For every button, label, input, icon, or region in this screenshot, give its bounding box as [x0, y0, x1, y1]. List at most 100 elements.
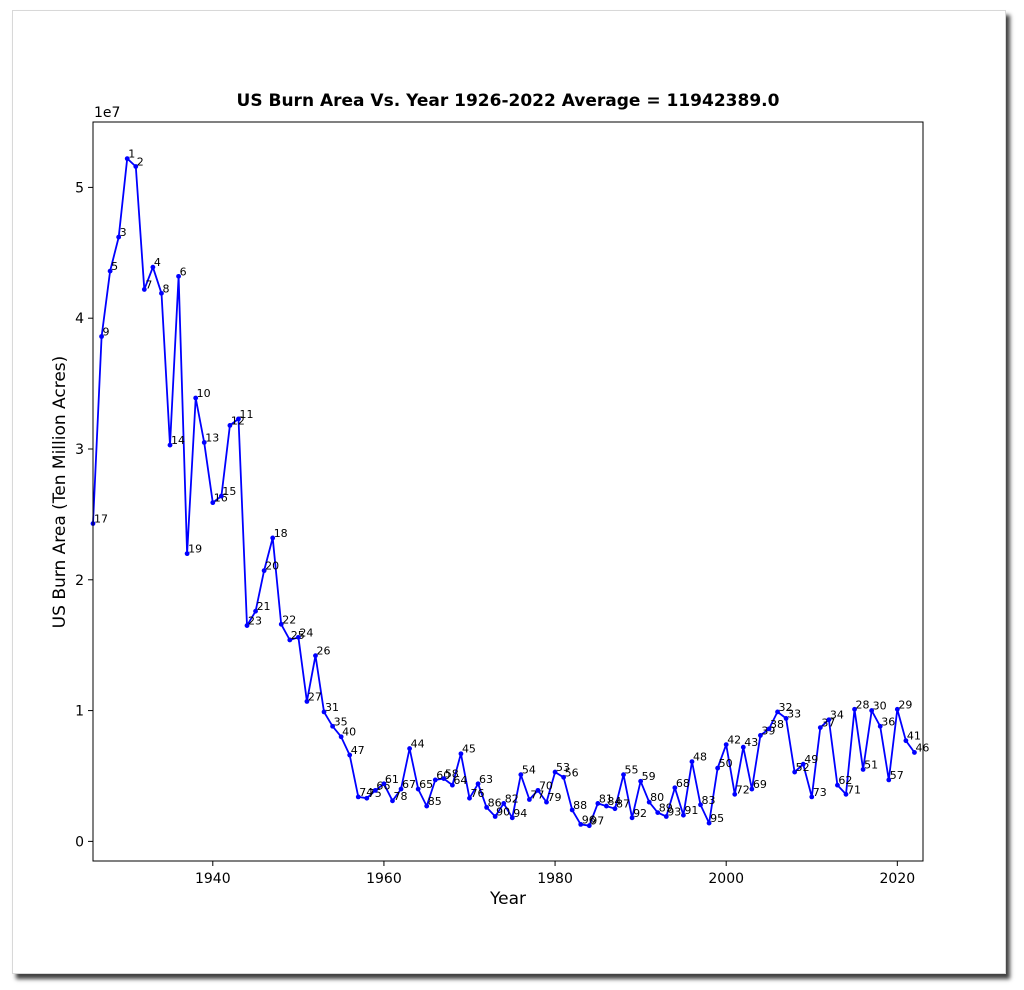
- point-rank-label: 67: [402, 778, 416, 791]
- point-rank-label: 76: [470, 787, 484, 800]
- data-point: [578, 821, 584, 827]
- data-point: [201, 440, 207, 445]
- data-point: [467, 795, 472, 801]
- point-rank-label: 10: [197, 387, 211, 400]
- data-point: [561, 774, 567, 780]
- point-rank-label: 60: [436, 769, 450, 782]
- data-point: [800, 761, 806, 767]
- data-point: [338, 734, 344, 740]
- data-point: [860, 767, 866, 772]
- point-rank-label: 95: [710, 812, 724, 825]
- data-point: [732, 791, 738, 797]
- data-point: [167, 442, 173, 448]
- point-rank-label: 1: [128, 148, 135, 161]
- data-point: [852, 706, 857, 712]
- point-rank-label: 48: [693, 751, 707, 764]
- point-rank-label: 87: [616, 798, 630, 811]
- point-rank-label: 27: [308, 690, 322, 703]
- data-point: [484, 804, 490, 810]
- point-rank-label: 64: [453, 774, 467, 787]
- point-rank-label: 62: [838, 774, 852, 787]
- point-rank-label: 46: [915, 741, 929, 754]
- point-rank-label: 73: [813, 786, 827, 799]
- data-point: [817, 725, 823, 730]
- point-rank-label: 72: [736, 783, 750, 796]
- data-point: [124, 156, 130, 162]
- axes-frame: [92, 121, 924, 862]
- data-point: [159, 290, 164, 296]
- y-tick-label: 1: [75, 704, 84, 720]
- point-rank-label: 58: [445, 768, 459, 781]
- data-point: [869, 708, 875, 713]
- data-point: [304, 699, 310, 704]
- point-rank-label: 47: [351, 744, 365, 757]
- data-point: [809, 794, 815, 800]
- point-rank-label: 9: [103, 326, 110, 339]
- point-rank-label: 59: [642, 770, 656, 783]
- data-point: [398, 786, 404, 792]
- data-point: [261, 568, 267, 574]
- point-rank-label: 49: [804, 753, 818, 766]
- point-rank-label: 37: [821, 717, 835, 730]
- data-point: [646, 799, 652, 805]
- point-rank-label: 54: [522, 764, 536, 777]
- point-rank-label: 61: [385, 773, 399, 786]
- point-rank-label: 71: [847, 783, 861, 796]
- data-point: [441, 776, 447, 781]
- point-rank-label: 14: [171, 434, 185, 447]
- point-rank-label: 96: [582, 813, 596, 826]
- data-point: [740, 744, 746, 750]
- data-point: [723, 742, 729, 747]
- point-rank-label: 92: [633, 807, 647, 820]
- data-point: [663, 814, 669, 819]
- point-rank-label: 74: [359, 786, 373, 799]
- point-rank-label: 52: [796, 761, 810, 774]
- data-point: [321, 709, 327, 715]
- data-point: [278, 621, 284, 627]
- data-point: [381, 781, 387, 787]
- point-rank-label: 34: [830, 709, 844, 722]
- data-point: [595, 801, 601, 806]
- data-point: [766, 726, 772, 732]
- y-tick-label: 0: [75, 834, 84, 850]
- data-point: [287, 637, 293, 643]
- y-tick-label: 5: [75, 180, 84, 196]
- point-rank-label: 29: [898, 698, 912, 711]
- plot-area: 1795312748146191013161512112321201822252…: [90, 148, 929, 829]
- data-point: [604, 803, 609, 809]
- point-rank-label: 85: [428, 795, 442, 808]
- data-point: [612, 806, 618, 812]
- point-rank-label: 8: [162, 282, 169, 295]
- point-rank-label: 42: [727, 734, 741, 747]
- data-point: [355, 794, 361, 800]
- x-axis-label: Year: [489, 889, 526, 909]
- x-tick-label: 2000: [708, 871, 744, 887]
- point-rank-label: 11: [239, 408, 253, 421]
- data-point: [244, 623, 250, 628]
- point-rank-label: 3: [120, 226, 127, 239]
- data-point: [218, 493, 224, 499]
- data-point: [749, 786, 755, 792]
- data-point: [415, 786, 421, 792]
- data-point: [655, 810, 661, 816]
- point-rank-label: 82: [505, 792, 519, 805]
- point-rank-label: 15: [222, 485, 236, 498]
- point-rank-label: 91: [684, 804, 698, 817]
- point-rank-label: 13: [205, 431, 219, 444]
- data-point: [672, 785, 678, 791]
- point-rank-label: 43: [744, 736, 758, 749]
- data-point: [903, 738, 909, 744]
- point-rank-label: 23: [248, 615, 262, 628]
- data-point: [569, 807, 575, 813]
- point-rank-label: 55: [625, 764, 639, 777]
- data-point: [372, 787, 378, 793]
- data-point: [347, 752, 353, 758]
- point-rank-label: 40: [342, 726, 356, 739]
- point-rank-label: 31: [325, 701, 339, 714]
- data-point: [629, 815, 635, 821]
- data-point: [424, 803, 430, 809]
- data-point: [826, 717, 832, 723]
- data-point: [492, 814, 498, 819]
- data-point: [698, 802, 703, 808]
